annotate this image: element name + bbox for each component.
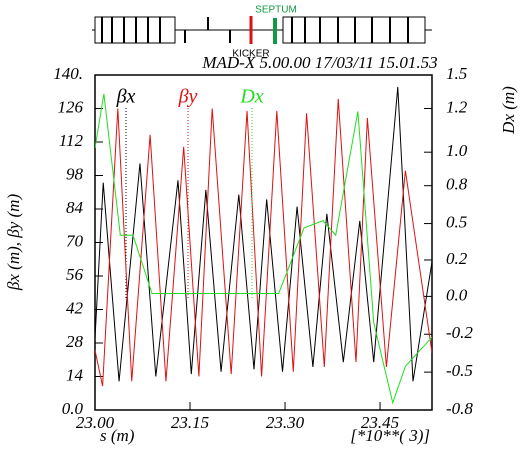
header: MAD-X 5.00.00 17/03/11 15.01.53: [201, 53, 437, 72]
y2-tick-label: 1.2: [446, 97, 468, 116]
y2-axis-label: Dx (m): [499, 86, 518, 135]
x-tick-label: 23.00: [76, 413, 115, 432]
x-scale-label: [*10**( 3)]: [350, 426, 430, 445]
y2-tick-label: 0.8: [446, 175, 468, 194]
y-tick-label: 140.: [53, 64, 83, 83]
legend-label: βx: [116, 86, 136, 108]
y2-tick-label: -0.2: [446, 323, 473, 342]
y2-tick-label: 0.0: [446, 285, 468, 304]
y-tick-label: 56: [66, 265, 84, 284]
y2-tick-label: -0.5: [446, 361, 473, 380]
legend-label: Dx: [239, 86, 263, 108]
y-tick-label: 126: [58, 97, 84, 116]
y-tick-label: 98: [66, 164, 84, 183]
series-line: [95, 93, 432, 405]
x-tick-label: 23.45: [361, 413, 399, 432]
x-tick-label: 23.15: [171, 413, 209, 432]
series-line: [95, 86, 432, 382]
y-tick-label: 14: [66, 365, 84, 384]
y2-tick-label: 0.2: [446, 249, 468, 268]
septum-label: SEPTUM: [255, 5, 297, 16]
y-tick-label: 70: [66, 231, 84, 250]
y2-tick-label: -0.8: [446, 399, 473, 418]
y-axis-label: βx (m), βy (m): [4, 194, 23, 292]
y2-tick-label: 0.5: [446, 212, 467, 231]
y-tick-label: 0.0: [62, 399, 84, 418]
y2-tick-label: 1.0: [446, 141, 468, 160]
y-tick-label: 112: [59, 131, 84, 150]
x-tick-label: 23.30: [266, 413, 305, 432]
y2-tick-label: 1.5: [446, 64, 467, 83]
y-tick-label: 42: [66, 298, 84, 317]
beamline: [92, 16, 432, 44]
kicker-label: KICKER: [232, 49, 269, 60]
y-tick-label: 84: [66, 198, 84, 217]
x-axis-label: s (m): [100, 426, 135, 445]
y-tick-label: 28: [66, 332, 84, 351]
legend-label: βy: [178, 86, 198, 108]
